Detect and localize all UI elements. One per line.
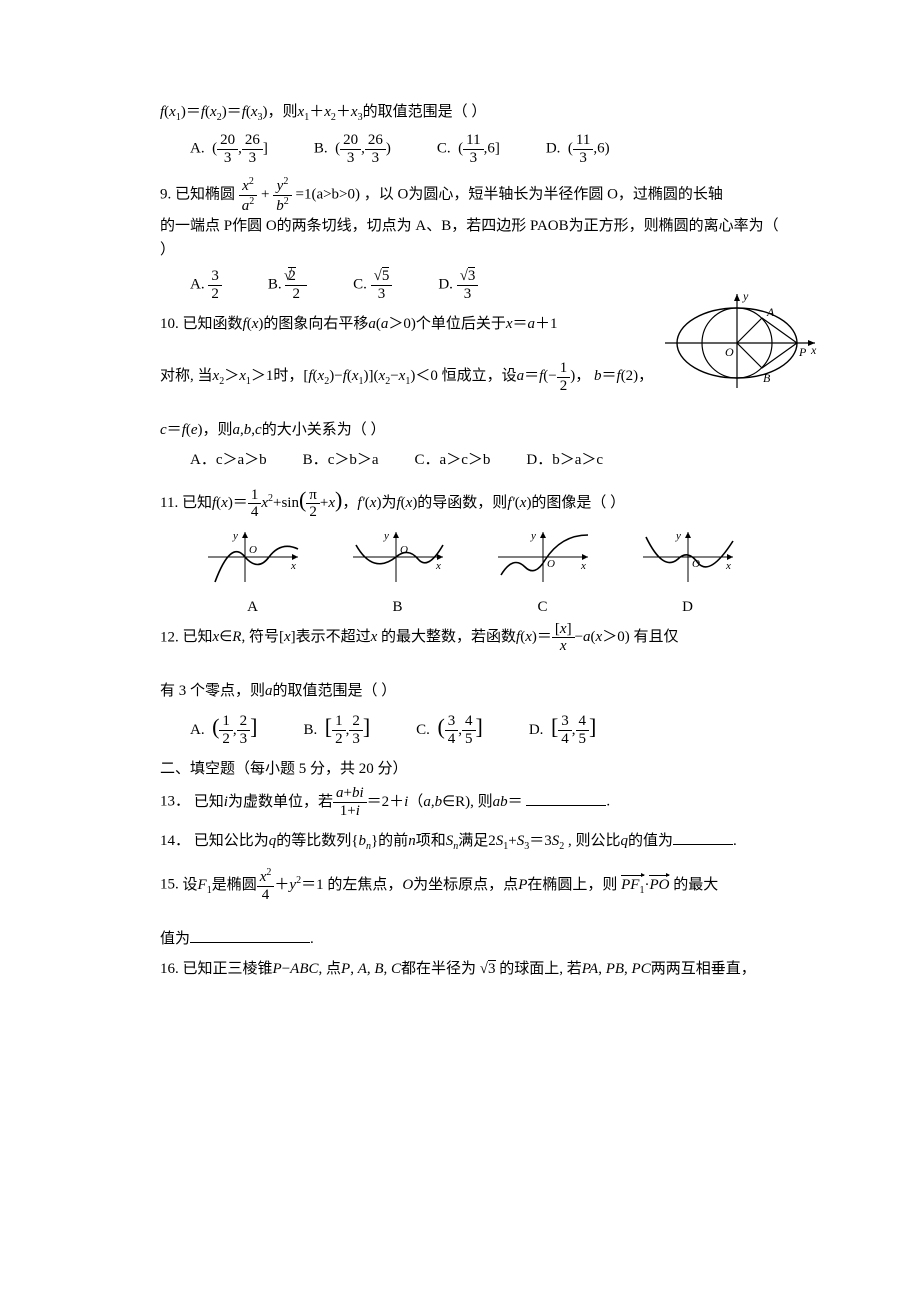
q8-optD: D. (113,6) (546, 132, 610, 166)
q12-optD: D. [34,45] (529, 709, 597, 748)
q11-stem: 已知f(x)＝14x2+sin(π2+x)，f′(x)为f(x)的导函数，则f′… (182, 495, 625, 511)
q14-number: 14． (160, 833, 190, 849)
q16-stem: 已知正三棱锥P−ABC, 点P, A, B, C都在半径为 √3 的球面上, 若… (183, 960, 756, 977)
q13-number: 13． (160, 794, 190, 810)
svg-text:x: x (435, 560, 441, 572)
q11-graph-C: Ox y C (493, 527, 593, 619)
svg-text:y: y (232, 530, 238, 542)
q11-labD: D (638, 595, 738, 619)
svg-text:y: y (530, 530, 536, 542)
svg-text:O: O (692, 558, 700, 570)
q13-blank (526, 790, 606, 806)
q8-labB: B. (314, 140, 328, 156)
q16-number: 16. (160, 961, 179, 977)
q12-line1: 已知x∈R, 符号[x]表示不超过x 的最大整数，若函数f(x)＝[x]x−a(… (183, 629, 679, 645)
q15-number: 15. (160, 877, 179, 893)
q11-graph-B: Ox y B (348, 527, 448, 619)
section-2-header: 二、填空题（每小题 5 分，共 20 分） (160, 757, 780, 781)
q12-number: 12. (160, 629, 179, 645)
q12-optA: A. (12,23] (190, 709, 258, 748)
svg-text:O: O (249, 544, 257, 556)
q9-stem-a: 已知椭圆 (175, 186, 235, 202)
q13-stem: 已知i为虚数单位，若a+bi1+i＝2＋i（a,b∈R), 则ab＝ (194, 794, 523, 810)
q11-graph-D: Ox y D (638, 527, 738, 619)
q10-line3: c＝f(e)，则a,b,c的大小关系为（ ） (160, 422, 385, 438)
q8-options: A. (203,263] B. (203,263) C. (113,6] D. … (160, 132, 780, 166)
q11: 11. 已知f(x)＝14x2+sin(π2+x)，f′(x)为f(x)的导函数… (160, 482, 780, 521)
q11-graph-A: Ox y A (203, 527, 303, 619)
axis-y: y (742, 289, 749, 303)
q11-labA: A (203, 595, 303, 619)
svg-text:O: O (547, 558, 555, 570)
q10-line2: 对称, 当x2＞x1＞1时，[f(x2)−f(x1)](x2−x1)＜0 恒成立… (160, 368, 653, 384)
svg-text:x: x (580, 560, 586, 572)
q12-options: A. (12,23] B. [12,23] C. (34,45] D. [34,… (160, 709, 780, 748)
svg-text:y: y (675, 530, 681, 542)
q8-optC: C. (113,6] (437, 132, 500, 166)
q9: 9. 已知椭圆 x2a2 + y2b2 =1(a>b>0) ，以 O为圆心，短半… (160, 176, 780, 262)
q9-optD: D. √33 (438, 268, 478, 302)
q14: 14． 已知公比为q的等比数列{bn}的前n项和Sn满足2S1+S3＝3S2 ,… (160, 829, 780, 855)
q8-labC: C. (437, 140, 451, 156)
q8-continuation: f(x1)＝f(x2)＝f(x3)，则x1＋x2＋x3的取值范围是（ ） (160, 100, 780, 126)
q12: 12. 已知x∈R, 符号[x]表示不超过x 的最大整数，若函数f(x)＝[x]… (160, 621, 780, 703)
label-P: P (798, 345, 807, 359)
q12-optB: B. [12,23] (304, 709, 371, 748)
q9-optC: C. √53 (353, 268, 392, 302)
q9-optA: A. 32 (190, 268, 222, 302)
q12-line2: 有 3 个零点，则a的取值范围是（ ） (160, 683, 396, 699)
q8-optA: A. (203,263] (190, 132, 268, 166)
q15: 15. 设F1是椭圆x24＋y2＝1 的左焦点，O为坐标原点，点P在椭圆上，则 … (160, 867, 780, 951)
svg-text:x: x (725, 560, 731, 572)
q8-labA: A. (190, 140, 205, 156)
q10-number: 10. (160, 316, 179, 332)
q11-labB: B (348, 595, 448, 619)
q10-optD: D．b＞a＞c (526, 448, 603, 472)
q10-optA: A．c＞a＞b (190, 448, 267, 472)
svg-text:y: y (383, 530, 389, 542)
axis-x: x (810, 343, 817, 357)
q10-optB: B．c＞b＞a (303, 448, 379, 472)
svg-text:O: O (400, 544, 408, 556)
q11-labC: C (493, 595, 593, 619)
q9-eq-rhs: =1(a>b>0) (295, 186, 360, 202)
q12-optC: C. (34,45] (416, 709, 483, 748)
q14-stem: 已知公比为q的等比数列{bn}的前n项和Sn满足2S1+S3＝3S2 , 则公比… (194, 833, 673, 849)
q14-blank (673, 829, 733, 845)
q10-options: A．c＞a＞b B．c＞b＞a C．a＞c＞b D．b＞a＞c (160, 448, 780, 472)
q15-stem: 设F1是椭圆x24＋y2＝1 的左焦点，O为坐标原点，点P在椭圆上，则 PF1·… (183, 877, 719, 893)
q15-blank (190, 927, 310, 943)
q8-labD: D. (546, 140, 561, 156)
q11-number: 11. (160, 495, 178, 511)
q10-optC: C．a＞c＞b (415, 448, 491, 472)
q13: 13． 已知i为虚数单位，若a+bi1+i＝2＋i（a,b∈R), 则ab＝ . (160, 785, 780, 819)
q10-line1: 已知函数f(x)的图象向右平移a(a＞0)个单位后关于x＝a＋1 (183, 316, 558, 332)
q16: 16. 已知正三棱锥P−ABC, 点P, A, B, C都在半径为 √3 的球面… (160, 957, 780, 981)
q9-number: 9. (160, 186, 171, 202)
q15-line2: 值为 (160, 931, 190, 947)
q8-optB: B. (203,263) (314, 132, 391, 166)
q9-optB: B. 2√2 (268, 268, 307, 302)
label-O: O (725, 345, 734, 359)
q11-graphs: Ox y A Ox y B Ox y C Ox y D (160, 527, 780, 619)
q8-stem-text: f (160, 104, 164, 120)
q9-diagram: O A B P x y (655, 288, 820, 398)
label-A: A (766, 305, 775, 319)
q9-stem-c: 的一端点 P作圆 O的两条切线，切点为 A、B，若四边形 PAOB为正方形，则椭… (160, 218, 779, 258)
label-B: B (763, 371, 771, 385)
svg-text:x: x (290, 560, 296, 572)
q9-stem-b: ，以 O为圆心，短半轴长为半径作圆 O，过椭圆的长轴 (364, 186, 723, 202)
